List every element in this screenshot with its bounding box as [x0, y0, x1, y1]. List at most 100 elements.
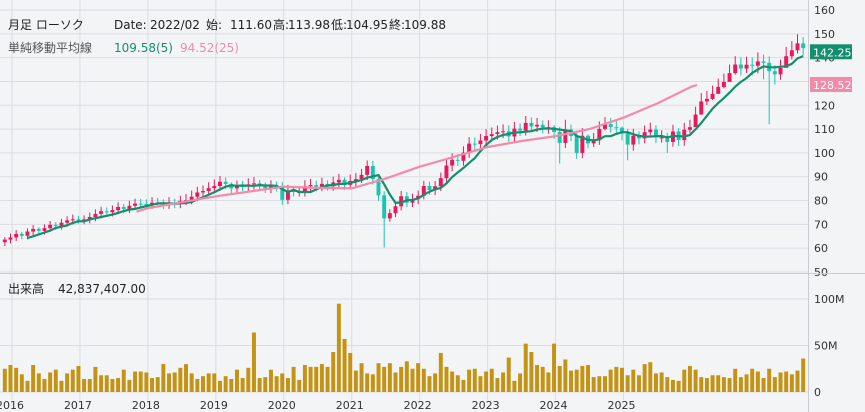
low-label: 低: — [331, 18, 347, 32]
volume-bar — [557, 365, 562, 392]
volume-bar — [495, 378, 500, 392]
volume-bar — [189, 373, 194, 392]
candle-body — [87, 216, 92, 220]
candle-body — [574, 135, 579, 153]
volume-bar — [569, 370, 574, 392]
volume-bar — [370, 374, 375, 392]
candle-body — [2, 239, 7, 243]
candle-body — [665, 137, 670, 142]
volume-bar — [529, 352, 534, 392]
candle-body — [450, 159, 455, 166]
volume-bar — [603, 376, 607, 392]
volume-bar — [687, 365, 692, 392]
ma25-tag-text: 128.52 — [813, 79, 852, 92]
volume-tick-label: 0 — [814, 386, 821, 399]
price-tick-label: 90 — [814, 171, 828, 184]
volume-bar — [201, 376, 205, 392]
volume-bar — [234, 369, 239, 392]
volume-bar — [240, 378, 245, 392]
candle-body — [461, 152, 466, 161]
volume-bar — [359, 363, 364, 392]
volume-bar — [614, 366, 619, 392]
candle-body — [744, 64, 749, 69]
candle-body — [727, 73, 732, 82]
volume-bar — [489, 368, 494, 392]
volume-bar — [767, 368, 772, 392]
candle-body — [268, 185, 273, 189]
candle-body — [70, 219, 75, 221]
price-tick-label: 80 — [814, 195, 828, 208]
volume-bar — [750, 368, 755, 392]
volume-axis: 100M 50M 0 — [814, 293, 845, 399]
volume-bar — [659, 372, 664, 392]
candle-body — [382, 195, 387, 219]
candlestick-series — [2, 34, 806, 248]
candle-body — [291, 190, 296, 192]
volume-bar — [631, 369, 636, 392]
volume-bar — [223, 376, 228, 392]
volume-bar — [99, 375, 104, 392]
volume-bar — [772, 377, 777, 392]
candle-body — [535, 124, 540, 127]
candle-body — [285, 190, 290, 200]
volume-bar — [70, 369, 75, 392]
volume-bar — [676, 380, 681, 392]
volume-bar — [59, 380, 64, 392]
candle-body — [484, 135, 489, 141]
volume-bar — [336, 303, 341, 392]
candle-body — [801, 43, 806, 49]
candle-body — [110, 210, 115, 213]
candle-body — [365, 166, 370, 175]
candle-body — [104, 211, 109, 213]
candle-body — [195, 192, 200, 197]
grid-lines — [0, 0, 808, 400]
candle-body — [761, 61, 766, 63]
candle-body — [710, 93, 715, 99]
volume-bar — [444, 366, 449, 392]
candle-body — [563, 129, 568, 143]
volume-bar — [591, 377, 596, 392]
price-tick-label: 50 — [814, 266, 828, 279]
candle-body — [693, 114, 698, 128]
volume-bar — [184, 364, 188, 392]
volume-bar — [563, 359, 568, 392]
volume-bar — [784, 371, 789, 392]
volume-bar — [218, 380, 222, 392]
volume-bar — [104, 375, 109, 392]
volume-bar — [399, 366, 404, 392]
volume-bar — [251, 332, 256, 392]
volume-bar — [461, 379, 466, 392]
volume-bar — [257, 378, 262, 392]
candle-body — [795, 43, 800, 51]
volume-bars — [2, 303, 806, 392]
candle-body — [133, 203, 138, 206]
candle-body — [302, 186, 307, 192]
candle-body — [280, 186, 285, 200]
volume-bar — [93, 366, 98, 392]
volume-bar — [212, 373, 217, 392]
candle-body — [659, 137, 664, 139]
volume-bar — [540, 366, 545, 392]
candle-body — [648, 129, 653, 133]
volume-bar — [19, 374, 24, 392]
volume-bar — [727, 378, 732, 392]
volume-bar — [365, 373, 370, 392]
volume-bar — [195, 378, 200, 392]
open-value: 111.60 — [230, 18, 272, 32]
volume-bar — [416, 363, 421, 392]
candle-body — [495, 132, 500, 135]
high-value: 113.98 — [288, 18, 330, 32]
volume-bar — [393, 372, 398, 392]
pane-divider[interactable] — [0, 273, 865, 274]
candle-body — [212, 186, 217, 189]
candle-body — [784, 56, 789, 68]
volume-bar — [229, 378, 234, 392]
candle-body — [755, 61, 760, 66]
volume-bar — [404, 361, 409, 392]
price-tick-label: 100 — [814, 147, 835, 160]
volume-bar — [308, 366, 313, 392]
volume-bar — [721, 377, 726, 392]
volume-bar — [291, 366, 296, 392]
volume-bar — [127, 379, 132, 392]
